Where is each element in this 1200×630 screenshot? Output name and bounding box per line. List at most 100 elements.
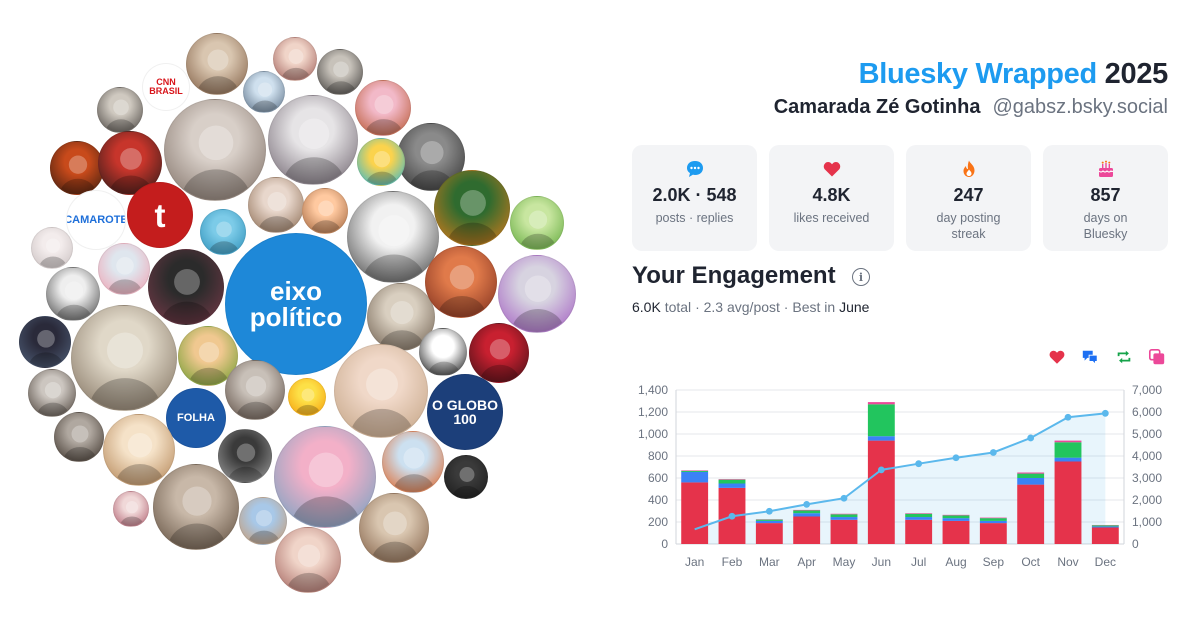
- stat-value: 4.8K: [812, 185, 851, 205]
- heart-icon: [769, 159, 894, 179]
- avatar[interactable]: [498, 255, 576, 333]
- avatar[interactable]: [164, 99, 266, 201]
- brand-logo-avatar[interactable]: t: [127, 182, 193, 248]
- avatar[interactable]: [200, 209, 246, 255]
- cumulative-point: [803, 501, 811, 508]
- avatar[interactable]: [302, 188, 348, 234]
- avatar[interactable]: [46, 267, 100, 321]
- stat-card-likes: 4.8K likes received: [769, 145, 894, 251]
- avatar[interactable]: [54, 412, 104, 462]
- avatar[interactable]: [148, 249, 224, 325]
- x-tick-label: Sep: [983, 555, 1005, 569]
- bar-segment: [1054, 457, 1082, 462]
- x-tick-label: Dec: [1095, 555, 1116, 569]
- brand-logo-avatar[interactable]: CNN BRASIL: [142, 63, 190, 111]
- x-tick-label: Aug: [945, 555, 966, 569]
- avatar-cluster: CNN BRASIL CAMAROTE t eixo político O GLOBO …: [19, 33, 576, 593]
- title-year: 2025: [1104, 58, 1169, 90]
- bar-segment: [867, 436, 895, 441]
- bar-segment: [1017, 472, 1045, 474]
- y-tick-label-left: 600: [648, 471, 668, 485]
- cumulative-point: [877, 466, 885, 474]
- avatar[interactable]: [225, 360, 285, 420]
- avatar[interactable]: [288, 378, 326, 416]
- page-title: Bluesky Wrapped 2025: [859, 58, 1169, 91]
- bar-segment: [1091, 527, 1119, 544]
- avatar[interactable]: [248, 177, 304, 233]
- bar-segment: [1017, 484, 1045, 544]
- avatar[interactable]: [359, 493, 429, 563]
- stat-label: day posting streak: [936, 211, 1001, 241]
- bar-segment: [979, 517, 1007, 519]
- stat-label: likes received: [793, 211, 870, 225]
- brand-logo-avatar[interactable]: O GLOBO 100: [427, 374, 503, 450]
- bar-segment: [793, 509, 821, 511]
- avatar[interactable]: [97, 87, 143, 133]
- avatar[interactable]: [113, 491, 149, 527]
- avatar[interactable]: [444, 455, 488, 499]
- avatar[interactable]: [103, 414, 175, 486]
- engagement-chart: 0 200 400 600 800 1,000 1,200 1,400 0 1,000 2,000 3…: [638, 383, 1162, 569]
- avatar[interactable]: [355, 80, 411, 136]
- brand-logo-avatar[interactable]: CAMAROTE: [66, 190, 126, 250]
- avatar[interactable]: [434, 170, 510, 246]
- avatar[interactable]: [347, 191, 439, 283]
- cumulative-point: [840, 494, 848, 502]
- x-tick-label: May: [833, 555, 856, 569]
- avatar[interactable]: [382, 431, 444, 493]
- avatar[interactable]: [469, 323, 529, 383]
- avatar[interactable]: [425, 246, 497, 318]
- avatar[interactable]: [510, 196, 564, 250]
- bar-segment: [830, 517, 858, 520]
- engagement-summary: 6.0K total · 2.3 avg/post · Best in June: [632, 299, 869, 315]
- bar-segment: [905, 517, 933, 520]
- avatar[interactable]: [28, 369, 76, 417]
- avatar[interactable]: [71, 305, 177, 411]
- bar-segment: [681, 470, 709, 472]
- bar-segment: [942, 514, 970, 516]
- brand-logo-avatar[interactable]: eixo político: [225, 233, 367, 375]
- avatar[interactable]: [273, 37, 317, 81]
- cumulative-point: [728, 512, 736, 520]
- avatar[interactable]: [419, 328, 467, 376]
- separator: ·: [695, 299, 700, 315]
- avatar[interactable]: [357, 138, 405, 186]
- info-icon[interactable]: i: [852, 268, 870, 286]
- bar-segment: [942, 518, 970, 521]
- avatar[interactable]: [239, 497, 287, 545]
- y-tick-label-left: 1,400: [638, 383, 668, 397]
- bar-segment: [830, 513, 858, 515]
- quote-icon[interactable]: [1146, 346, 1168, 368]
- avatar[interactable]: [274, 426, 376, 528]
- bar-segment: [793, 513, 821, 517]
- cumulative-point: [915, 460, 923, 468]
- avatar[interactable]: [218, 429, 272, 483]
- avatar[interactable]: [275, 527, 341, 593]
- repost-icon[interactable]: [1113, 346, 1135, 368]
- avatar[interactable]: [50, 141, 104, 195]
- bar-segment: [1054, 461, 1082, 544]
- y-tick-label-right: 0: [1132, 537, 1139, 551]
- avatar[interactable]: [186, 33, 248, 95]
- engagement-avg: 2.3 avg/post: [703, 299, 780, 315]
- cumulative-point: [765, 507, 773, 515]
- avatar[interactable]: [317, 49, 363, 95]
- avatar[interactable]: [153, 464, 239, 550]
- avatar[interactable]: [98, 243, 150, 295]
- avatar[interactable]: [334, 344, 428, 438]
- bar-segment: [905, 513, 933, 518]
- avatar[interactable]: [19, 316, 71, 368]
- chart-legend: [1038, 346, 1168, 368]
- engagement-total-label: total: [664, 299, 692, 315]
- cumulative-point: [952, 454, 960, 462]
- separator: ·: [783, 299, 789, 315]
- brand-logo-avatar[interactable]: FOLHA: [166, 388, 226, 448]
- reply-icon[interactable]: [1079, 346, 1101, 368]
- avatar[interactable]: [268, 95, 358, 185]
- bar-segment: [681, 482, 709, 544]
- heart-icon[interactable]: [1046, 346, 1068, 368]
- avatar[interactable]: [31, 227, 73, 269]
- bar-segment: [1054, 442, 1082, 458]
- avatar[interactable]: [243, 71, 285, 113]
- bar-segment: [867, 440, 895, 544]
